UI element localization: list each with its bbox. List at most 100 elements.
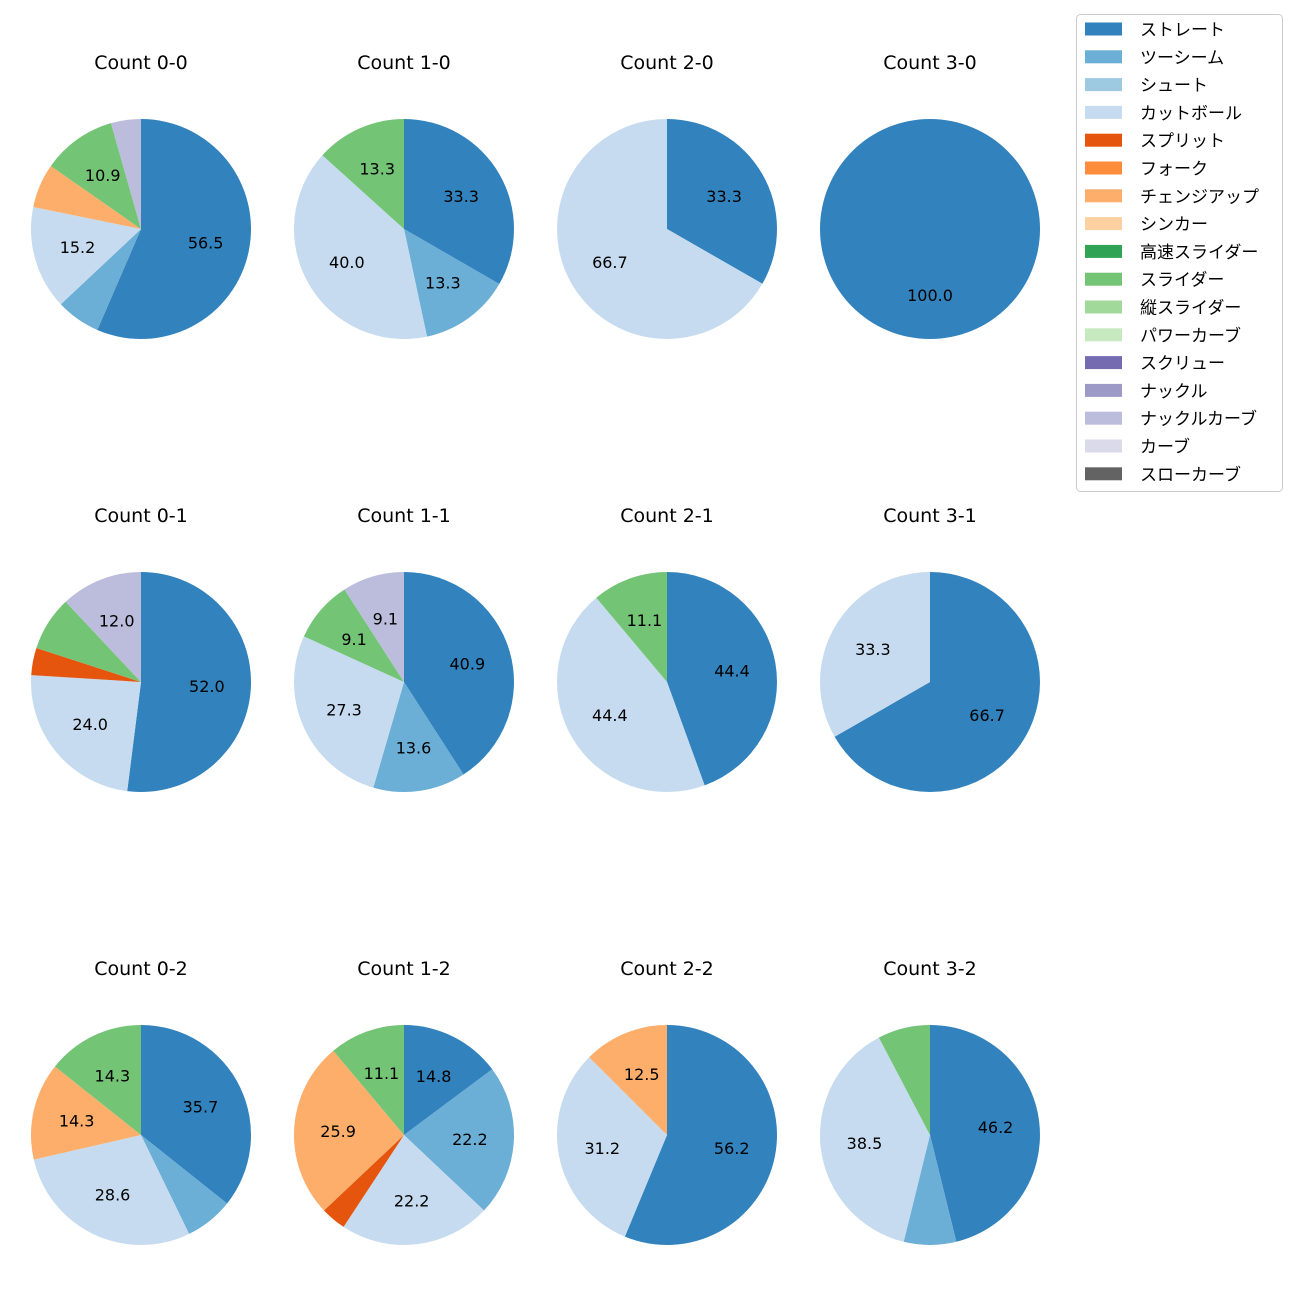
slice-value-label: 40.0: [329, 253, 365, 272]
legend-swatch: [1085, 383, 1122, 397]
legend-item: シュート: [1085, 76, 1208, 96]
legend-item: フォーク: [1085, 160, 1208, 180]
slice-value-label: 66.7: [969, 706, 1005, 725]
slice-value-label: 9.1: [341, 630, 366, 649]
legend-swatch: [1085, 467, 1122, 481]
chart-title: Count 1-0: [357, 52, 451, 74]
pie-slice: [404, 229, 500, 337]
pie-slice: [344, 572, 404, 682]
slice-value-label: 46.2: [978, 1118, 1014, 1137]
slice-value-label: 24.0: [72, 715, 108, 734]
legend-item: ナックルカーブ: [1085, 409, 1257, 430]
legend-item: スプリット: [1085, 132, 1225, 152]
pie-slice: [667, 118, 778, 284]
pie-slice: [50, 123, 142, 229]
legend-item: チェンジアップ: [1085, 187, 1259, 207]
slice-value-label: 15.2: [60, 238, 96, 257]
pie-slice: [557, 1057, 667, 1237]
legend-label: パワーカーブ: [1140, 325, 1241, 346]
slice-value-label: 25.9: [320, 1122, 356, 1141]
pie-slice: [141, 1025, 251, 1204]
pie-chart: Count 1-1 40.9 13.6 27.3 9.1 9.1: [294, 505, 514, 792]
legend-item: 縦スライダー: [1085, 299, 1241, 319]
slice-value-label: 40.9: [450, 654, 486, 673]
pie-slice: [31, 648, 141, 682]
pie-chart: Count 1-2 14.8 22.2 22.2 25.9 11.1: [293, 958, 514, 1246]
legend-label: カーブ: [1140, 437, 1190, 458]
legend-item: シンカー: [1085, 215, 1208, 235]
legend-label: シンカー: [1140, 215, 1208, 235]
legend-item: ツーシーム: [1085, 48, 1224, 68]
pie-slice: [834, 572, 1040, 792]
legend-label: カットボール: [1140, 104, 1242, 124]
slice-value-label: 38.5: [847, 1134, 883, 1153]
slice-value-label: 33.3: [706, 187, 742, 206]
legend: ストレートツーシームシュートカットボールスプリットフォークチェンジアップシンカー…: [1076, 14, 1283, 492]
pie-slice: [65, 572, 141, 682]
legend-label: 高速スライダー: [1140, 243, 1258, 263]
pie-slice: [930, 1025, 1040, 1242]
legend-item: パワーカーブ: [1085, 325, 1241, 346]
slice-value-label: 100.0: [907, 286, 953, 305]
pie-slice: [343, 1135, 485, 1246]
pie-slice: [556, 597, 705, 793]
slice-value-label: 56.5: [188, 233, 224, 252]
pie-slice: [323, 1135, 404, 1227]
legend-label: スローカーブ: [1140, 464, 1241, 485]
pie-slice: [404, 572, 514, 775]
slice-value-label: 66.7: [592, 253, 628, 272]
legend-swatch: [1085, 50, 1122, 64]
pie-slice: [820, 1037, 930, 1242]
slice-value-label: 56.2: [714, 1139, 750, 1158]
legend-label: 縦スライダー: [1140, 299, 1241, 319]
chart-title: Count 3-1: [883, 505, 977, 527]
slice-value-label: 27.3: [326, 701, 362, 720]
pie-chart: Count 0-0 56.5 15.2 10.9: [31, 52, 252, 339]
legend-swatch: [1085, 105, 1122, 119]
pie-slice: [624, 1025, 777, 1245]
pie-chart: Count 3-0 100.0: [820, 52, 1040, 339]
slice-value-label: 10.9: [85, 166, 121, 185]
chart-title: Count 0-2: [94, 958, 188, 980]
chart-title: Count 1-2: [357, 958, 451, 980]
legend-swatch: [1085, 161, 1122, 175]
legend-label: ストレート: [1140, 21, 1225, 41]
slice-value-label: 52.0: [189, 677, 225, 696]
slice-value-label: 14.3: [59, 1111, 95, 1130]
slice-value-label: 44.4: [592, 706, 628, 725]
legend-item: スクリュー: [1085, 354, 1225, 374]
legend-label: スクリュー: [1140, 354, 1225, 374]
pie-slice: [322, 119, 404, 229]
legend-swatch: [1085, 272, 1122, 286]
slice-value-label: 14.8: [416, 1067, 452, 1086]
legend-swatch: [1085, 356, 1122, 370]
legend-item: ストレート: [1085, 21, 1225, 41]
pie-slice: [110, 119, 141, 229]
pie-slice: [33, 1135, 190, 1245]
pie-slice: [293, 1050, 404, 1211]
slice-value-label: 11.1: [364, 1064, 400, 1083]
legend-swatch: [1085, 78, 1122, 92]
legend-swatch: [1085, 22, 1122, 36]
legend-item: カットボール: [1085, 104, 1242, 124]
legend-swatch: [1085, 328, 1122, 342]
slice-value-label: 14.3: [95, 1067, 131, 1086]
pie-slice: [31, 675, 142, 792]
chart-title: Count 2-0: [620, 52, 714, 74]
legend-swatch: [1085, 217, 1122, 231]
pie-slice: [30, 1066, 141, 1160]
legend-label: ナックルカーブ: [1140, 409, 1257, 430]
slice-value-label: 28.6: [95, 1186, 131, 1205]
legend-label: チェンジアップ: [1140, 187, 1259, 207]
pie-slice: [557, 119, 763, 339]
slice-value-label: 13.6: [396, 738, 432, 757]
pie-slice: [589, 1025, 667, 1135]
slice-value-label: 35.7: [183, 1097, 219, 1116]
pie-slice: [819, 572, 930, 737]
chart-title: Count 2-2: [620, 958, 714, 980]
slice-value-label: 31.2: [584, 1139, 620, 1158]
pie-slice: [404, 119, 514, 284]
pie-slice: [333, 1025, 404, 1135]
pie-slice: [303, 589, 404, 682]
